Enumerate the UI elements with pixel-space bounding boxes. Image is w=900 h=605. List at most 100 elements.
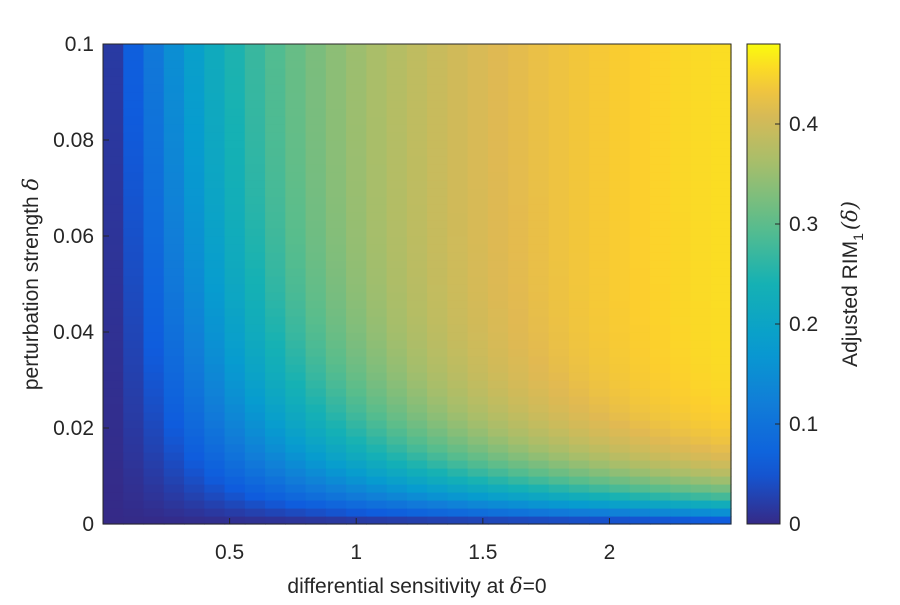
heatmap-cell <box>447 260 469 269</box>
heatmap-cell <box>487 124 509 133</box>
heatmap-cell <box>609 292 631 301</box>
heatmap-cell <box>710 500 732 509</box>
heatmap-cell <box>508 308 530 317</box>
heatmap-cell <box>467 364 489 373</box>
heatmap-cell <box>224 364 246 373</box>
heatmap-cell <box>386 204 408 213</box>
heatmap-cell <box>690 428 712 437</box>
heatmap-cell <box>244 292 266 301</box>
heatmap-cell <box>224 284 246 293</box>
heatmap-cell <box>163 428 185 437</box>
heatmap-cell <box>467 372 489 381</box>
heatmap-cell <box>609 60 631 69</box>
heatmap-cell <box>123 116 145 125</box>
heatmap-cell <box>366 508 388 517</box>
heatmap-cell <box>447 380 469 389</box>
heatmap-cell <box>163 164 185 173</box>
heatmap-cell <box>285 324 307 333</box>
heatmap-cell <box>427 380 448 389</box>
heatmap-cell <box>629 292 651 301</box>
heatmap-cell <box>649 156 671 165</box>
heatmap-cell <box>143 316 165 325</box>
heatmap-cell <box>568 436 590 445</box>
heatmap-cell <box>690 332 712 341</box>
heatmap-cell <box>487 196 509 205</box>
heatmap-cell <box>629 500 651 509</box>
heatmap-cell <box>710 404 732 413</box>
heatmap-cell <box>305 116 327 125</box>
heatmap-cell <box>568 132 590 141</box>
heatmap-cell <box>123 420 145 429</box>
heatmap-cell <box>528 516 550 525</box>
heatmap-cell <box>346 228 367 237</box>
heatmap-cell <box>427 92 448 101</box>
heatmap-cell <box>244 300 266 309</box>
heatmap-cell <box>568 332 590 341</box>
heatmap-cell <box>649 516 671 525</box>
heatmap-cell <box>103 356 124 365</box>
heatmap-cell <box>163 204 185 213</box>
heatmap-cell <box>103 268 124 277</box>
heatmap-cell <box>609 220 631 229</box>
heatmap-cell <box>467 420 489 429</box>
heatmap-cell <box>568 52 590 61</box>
heatmap-cell <box>305 148 327 157</box>
heatmap-cell <box>123 364 145 373</box>
heatmap-cell <box>487 276 509 285</box>
heatmap-cell <box>487 332 509 341</box>
heatmap-cell <box>406 108 428 117</box>
heatmap-cell <box>123 276 145 285</box>
heatmap-cell <box>265 52 286 61</box>
heatmap-cell <box>670 508 692 517</box>
heatmap-cell <box>143 244 165 253</box>
colorbar-label-subscript: 1 <box>850 233 866 241</box>
heatmap-cell <box>123 292 145 301</box>
heatmap-cell <box>163 180 185 189</box>
heatmap-cell <box>265 508 286 517</box>
heatmap-cell <box>467 460 489 469</box>
heatmap-cell <box>447 188 469 197</box>
heatmap-cell <box>325 348 347 357</box>
heatmap-cell <box>366 500 388 509</box>
heatmap-cell <box>305 508 327 517</box>
heatmap-cell <box>103 500 124 509</box>
heatmap-cell <box>406 476 428 485</box>
heatmap-cell <box>123 508 145 517</box>
heatmap-cell <box>325 460 347 469</box>
heatmap-cell <box>548 404 570 413</box>
heatmap-cell <box>143 196 165 205</box>
heatmap-cell <box>568 92 590 101</box>
heatmap-cell <box>528 180 550 189</box>
heatmap-cell <box>629 148 651 157</box>
heatmap-cell <box>629 476 651 485</box>
heatmap-cell <box>690 196 712 205</box>
heatmap-cell <box>386 196 408 205</box>
heatmap-cell <box>244 236 266 245</box>
heatmap-cell <box>103 516 124 525</box>
heatmap-cell <box>467 252 489 261</box>
heatmap-cell <box>123 140 145 149</box>
heatmap-cell <box>325 260 347 269</box>
heatmap-cell <box>649 348 671 357</box>
heatmap-cell <box>528 388 550 397</box>
colorbar-tick-label: 0 <box>789 513 801 536</box>
heatmap-cell <box>447 52 469 61</box>
heatmap-cell <box>589 132 611 141</box>
heatmap-cell <box>285 292 307 301</box>
heatmap-cell <box>406 444 428 453</box>
heatmap-cell <box>609 468 631 477</box>
heatmap-cell <box>204 492 226 501</box>
heatmap-cell <box>609 100 631 109</box>
heatmap-cell <box>143 308 165 317</box>
heatmap-cell <box>447 172 469 181</box>
heatmap-cell <box>305 396 327 405</box>
heatmap-cell <box>163 212 185 221</box>
heatmap-cell <box>224 404 246 413</box>
heatmap-cell <box>103 148 124 157</box>
heatmap-cell <box>609 404 631 413</box>
heatmap-cell <box>670 412 692 421</box>
heatmap-cell <box>487 388 509 397</box>
heatmap-cell <box>103 116 124 125</box>
heatmap-cell <box>589 332 611 341</box>
heatmap-cell <box>163 316 185 325</box>
